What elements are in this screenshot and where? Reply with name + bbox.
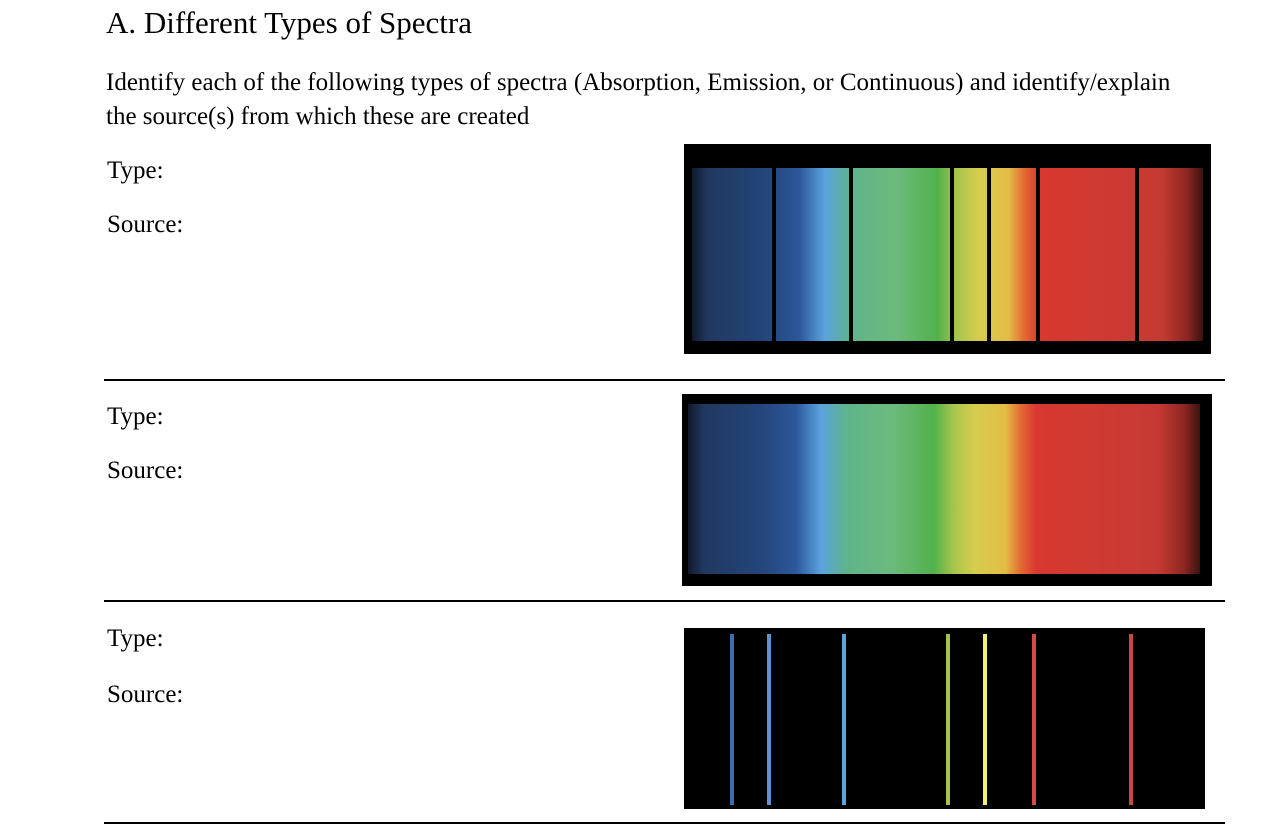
emission-line bbox=[1129, 634, 1133, 805]
emission-line bbox=[730, 634, 734, 805]
type-label-2: Type: bbox=[107, 403, 164, 430]
absorption-line bbox=[849, 168, 853, 341]
emission-line bbox=[767, 634, 771, 805]
section-heading: A. Different Types of Spectra bbox=[106, 5, 472, 40]
instructions-text: Identify each of the following types of … bbox=[106, 69, 1171, 130]
source-label-1: Source: bbox=[107, 211, 184, 238]
absorption-spectrum-image bbox=[684, 144, 1211, 354]
emission-spectrum-image bbox=[684, 628, 1205, 809]
absorption-line bbox=[1036, 168, 1040, 341]
type-label-3: Type: bbox=[107, 625, 164, 652]
type-label-1: Type: bbox=[107, 157, 164, 184]
divider-line bbox=[104, 600, 1225, 602]
emission-line bbox=[1032, 634, 1036, 805]
absorption-line bbox=[772, 168, 776, 341]
divider-line bbox=[104, 379, 1225, 381]
absorption-spectrum-band bbox=[692, 168, 1203, 341]
absorption-line bbox=[950, 168, 954, 341]
divider-line bbox=[104, 822, 1225, 824]
absorption-line bbox=[1135, 168, 1139, 341]
continuous-spectrum-image bbox=[682, 394, 1212, 586]
continuous-spectrum-band bbox=[688, 404, 1200, 574]
absorption-line bbox=[987, 168, 991, 341]
emission-line bbox=[842, 634, 846, 805]
source-label-2: Source: bbox=[107, 457, 184, 484]
emission-line bbox=[983, 634, 987, 805]
emission-line bbox=[946, 634, 950, 805]
source-label-3: Source: bbox=[107, 681, 184, 708]
